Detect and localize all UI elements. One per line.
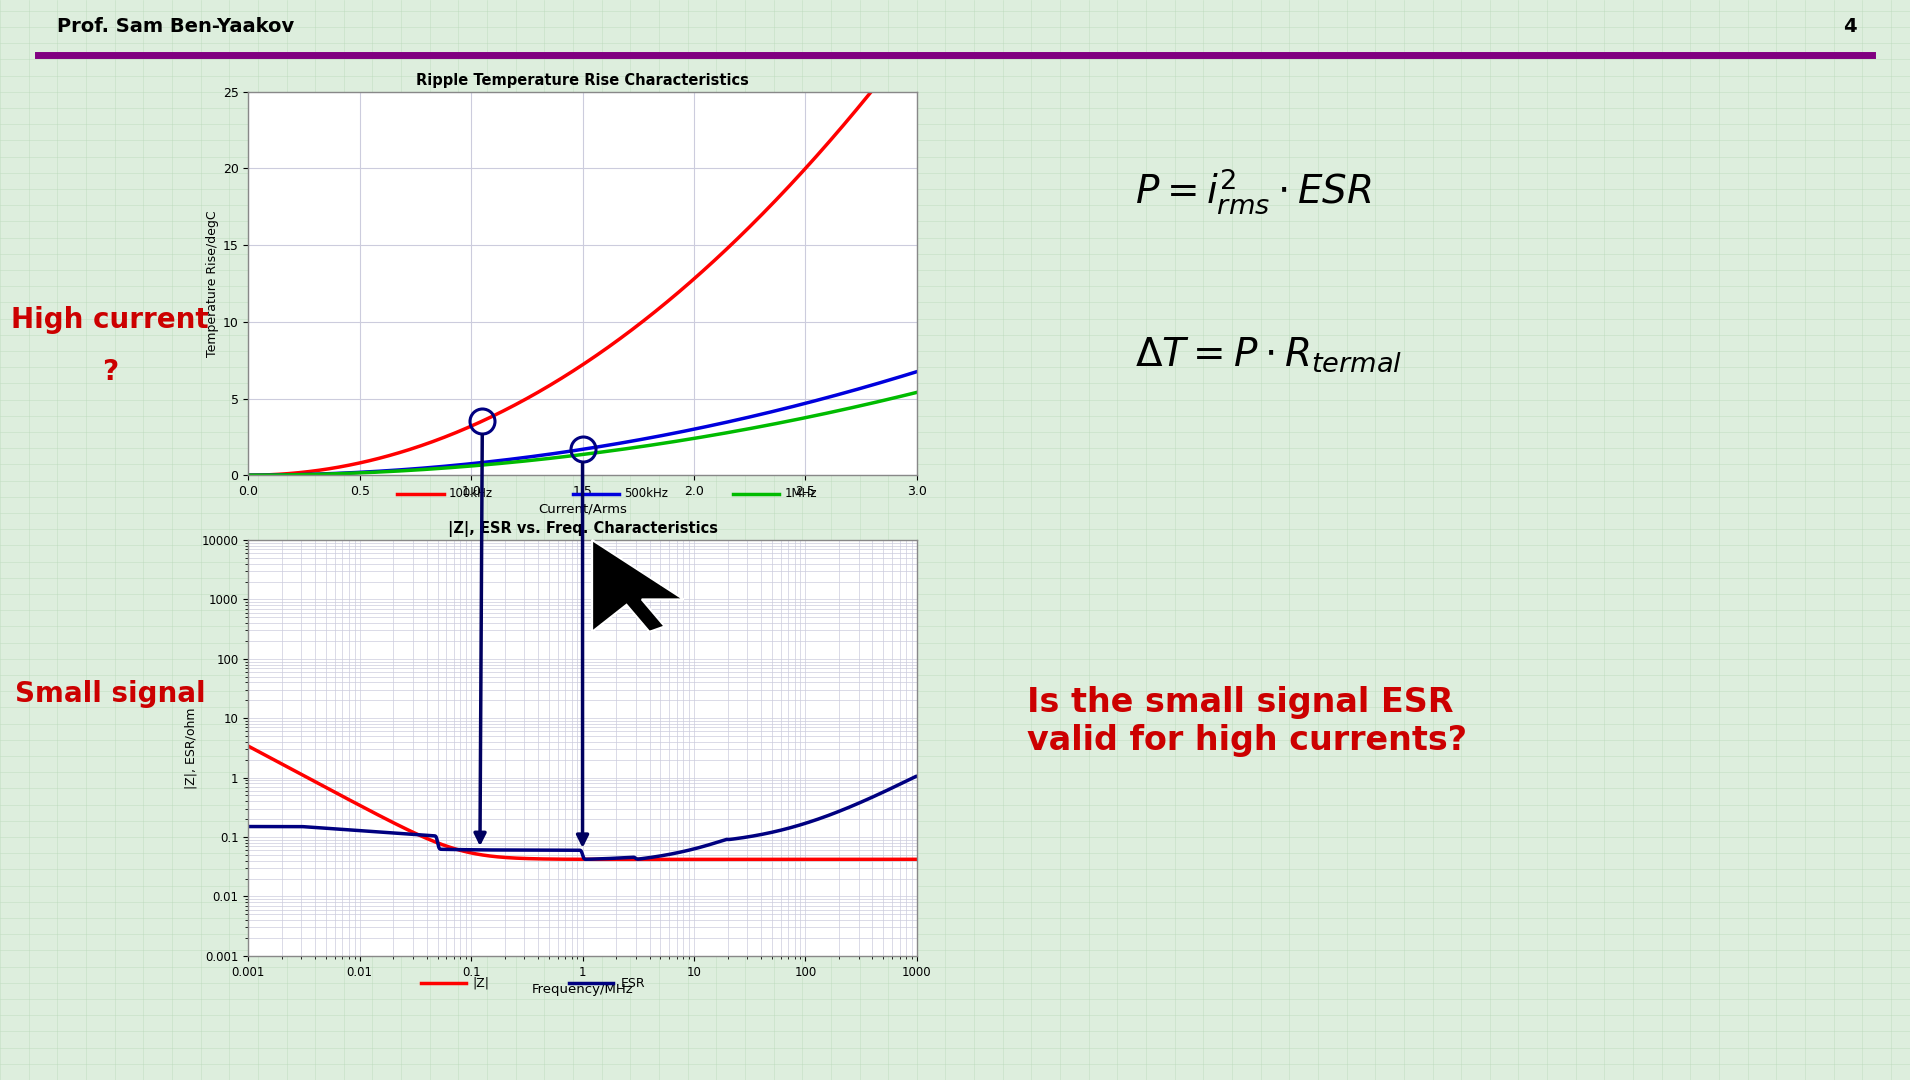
Text: ?: ?	[101, 359, 118, 387]
Text: 1MHz: 1MHz	[785, 487, 817, 500]
X-axis label: Frequency/MHz: Frequency/MHz	[531, 983, 634, 996]
Text: Is the small signal ESR
valid for high currents?: Is the small signal ESR valid for high c…	[1028, 686, 1467, 757]
Polygon shape	[592, 540, 684, 632]
Text: 500kHz: 500kHz	[625, 487, 668, 500]
Text: Prof. Sam Ben-Yaakov: Prof. Sam Ben-Yaakov	[57, 17, 294, 37]
Text: $\Delta T = P \cdot R_{termal}$: $\Delta T = P \cdot R_{termal}$	[1135, 335, 1402, 374]
Text: Small signal: Small signal	[15, 680, 204, 708]
Text: High current: High current	[11, 306, 208, 334]
Text: ESR: ESR	[621, 976, 646, 990]
Title: |Z|, ESR vs. Freq. Characteristics: |Z|, ESR vs. Freq. Characteristics	[447, 521, 718, 537]
Y-axis label: |Z|, ESR/ohm: |Z|, ESR/ohm	[185, 707, 197, 788]
Text: 4: 4	[1843, 17, 1857, 37]
X-axis label: Current/Arms: Current/Arms	[539, 502, 626, 515]
Text: |Z|: |Z|	[472, 976, 489, 990]
Title: Ripple Temperature Rise Characteristics: Ripple Temperature Rise Characteristics	[416, 72, 749, 87]
Text: 100kHz: 100kHz	[449, 487, 493, 500]
Y-axis label: Temperature Rise/degC: Temperature Rise/degC	[206, 211, 218, 356]
Text: $P = i_{rms}^2 \cdot ESR$: $P = i_{rms}^2 \cdot ESR$	[1135, 167, 1371, 216]
